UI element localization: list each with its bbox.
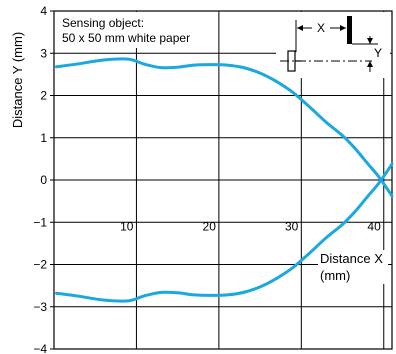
x-tick-label: 40	[367, 220, 381, 234]
inset-y-label: Y	[374, 46, 382, 60]
inset-x-label: X	[317, 21, 325, 35]
y-tick-label: −3	[33, 300, 47, 314]
inset-x-arrowhead-right	[340, 25, 346, 31]
y-tick-label: −1	[33, 215, 47, 229]
inset-target-plate	[347, 16, 352, 44]
x-tick-label: 20	[203, 220, 217, 234]
x-axis-unit: (mm)	[320, 268, 350, 283]
y-tick-label: −4	[33, 342, 47, 354]
x-axis-label-background	[318, 250, 388, 284]
annotation-line-2: 50 x 50 mm white paper	[62, 31, 190, 45]
x-tick-label: 10	[120, 220, 134, 234]
inset-y-arrowhead-bottom	[367, 61, 373, 67]
inset-diagram: XY	[276, 12, 390, 78]
inset-x-arrowhead-left	[297, 25, 303, 31]
x-axis-label: Distance X	[320, 251, 383, 266]
y-tick-label: 1	[40, 131, 47, 145]
y-tick-label: −2	[33, 258, 47, 272]
y-tick-label: 0	[40, 173, 47, 187]
annotation-line-1: Sensing object:	[62, 16, 144, 30]
y-tick-label: 3	[40, 46, 47, 60]
curve-layer	[54, 57, 394, 303]
y-axis-label: Distance Y (mm)	[10, 32, 25, 128]
annotation-box	[55, 12, 197, 48]
inset-y-arrowhead-top	[367, 38, 373, 44]
x-tick-label: 30	[285, 220, 299, 234]
y-tick-label: 2	[40, 89, 47, 103]
series-line-1	[54, 57, 394, 198]
series-line-2	[54, 162, 394, 303]
y-tick-label: 4	[40, 4, 47, 18]
